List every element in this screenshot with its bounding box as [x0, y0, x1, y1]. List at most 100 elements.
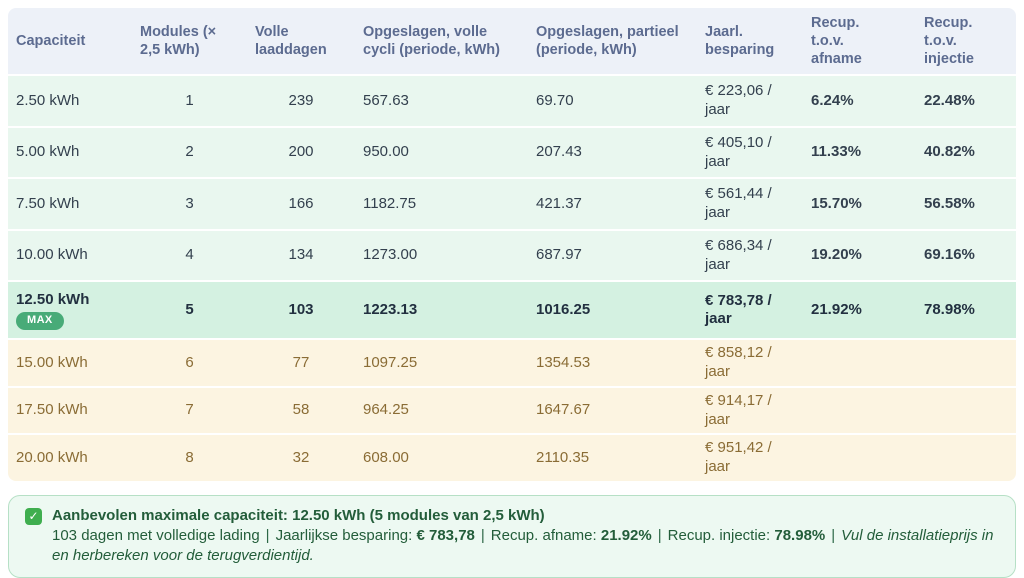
capacity-cell: 20.00 kWh	[8, 433, 132, 481]
recup-injectie-cell	[916, 338, 1016, 386]
yearly-saving-cell: € 951,42 / jaar	[697, 433, 803, 481]
table-row: 15.00 kWh 6 77 1097.25 1354.53 € 858,12 …	[8, 338, 1016, 386]
modules-cell: 7	[132, 385, 247, 434]
stored-full-cell: 1182.75	[355, 177, 528, 229]
recup-injectie-cell: 78.98%	[916, 280, 1016, 339]
recup-injectie-cell: 40.82%	[916, 125, 1016, 178]
recommendation-details: 103 dagen met volledige lading | Jaarlijks…	[52, 526, 999, 567]
table-row: 5.00 kWh 2 200 950.00 207.43 € 405,10 / …	[8, 125, 1016, 178]
recup-afname-cell	[803, 433, 916, 481]
separator: |	[831, 527, 836, 545]
separator: |	[657, 527, 662, 545]
modules-cell: 2	[132, 125, 247, 178]
full-charge-days-cell: 58	[247, 385, 355, 434]
recup-afname-cell: 21.92%	[803, 280, 916, 339]
capacity-cell: 17.50 kWh	[8, 385, 132, 434]
recup-afname-cell	[803, 338, 916, 386]
check-icon: ✓	[25, 507, 42, 525]
recup-afname-cell: 11.33%	[803, 125, 916, 178]
full-charge-days-cell: 103	[247, 280, 355, 339]
column-header-stored-partial: Opgeslagen, partieel (periode, kWh)	[528, 8, 697, 75]
recup-afname-cell: 15.70%	[803, 177, 916, 229]
stored-partial-cell: 207.43	[528, 125, 697, 178]
stored-partial-cell: 1354.53	[528, 338, 697, 386]
table-row: 20.00 kWh 8 32 608.00 2110.35 € 951,42 /…	[8, 433, 1016, 481]
stored-full-cell: 1273.00	[355, 228, 528, 281]
modules-cell: 5	[132, 280, 247, 339]
recup-injectie-cell: 69.16%	[916, 228, 1016, 281]
saving-label: Jaarlijkse besparing:	[275, 527, 413, 545]
modules-cell: 3	[132, 177, 247, 229]
separator: |	[265, 527, 270, 545]
header-row: Capaciteit Modules (× 2,5 kWh) Volle laa…	[8, 8, 1016, 75]
stored-partial-cell: 69.70	[528, 74, 697, 126]
stored-partial-cell: 421.37	[528, 177, 697, 229]
table-row-recommended-max: 12.50 kWh MAX 5 103 1223.13 1016.25 € 78…	[8, 280, 1016, 339]
capacity-cell: 2.50 kWh	[8, 74, 132, 126]
table-row: 7.50 kWh 3 166 1182.75 421.37 € 561,44 /…	[8, 177, 1016, 229]
table-row: 2.50 kWh 1 239 567.63 69.70 € 223,06 / j…	[8, 74, 1016, 126]
capacity-cell: 12.50 kWh MAX	[8, 280, 132, 339]
stored-full-cell: 1223.13	[355, 280, 528, 339]
yearly-saving-cell: € 405,10 / jaar	[697, 125, 803, 178]
yearly-saving-cell: € 561,44 / jaar	[697, 177, 803, 229]
column-header-stored-full: Opgeslagen, volle cycli (periode, kWh)	[355, 8, 528, 75]
recommendation-title: Aanbevolen maximale capaciteit: 12.50 kW…	[52, 506, 545, 524]
modules-cell: 1	[132, 74, 247, 126]
stored-full-cell: 1097.25	[355, 338, 528, 386]
recup-afname-cell	[803, 385, 916, 434]
modules-cell: 6	[132, 338, 247, 386]
table-row: 17.50 kWh 7 58 964.25 1647.67 € 914,17 /…	[8, 385, 1016, 434]
max-badge: MAX	[16, 312, 64, 331]
battery-capacity-table: Capaciteit Modules (× 2,5 kWh) Volle laa…	[8, 8, 1016, 481]
modules-cell: 8	[132, 433, 247, 481]
stored-full-cell: 567.63	[355, 74, 528, 126]
recup-injectie-cell	[916, 433, 1016, 481]
stored-partial-cell: 2110.35	[528, 433, 697, 481]
yearly-saving-cell: € 914,17 / jaar	[697, 385, 803, 434]
capacity-value: 12.50 kWh	[16, 290, 90, 308]
days-text: 103 dagen met volledige lading	[52, 527, 260, 545]
table-header: Capaciteit Modules (× 2,5 kWh) Volle laa…	[8, 8, 1016, 75]
recommendation-callout: ✓ Aanbevolen maximale capaciteit: 12.50 …	[8, 494, 1016, 578]
capacity-cell: 10.00 kWh	[8, 228, 132, 281]
full-charge-days-cell: 134	[247, 228, 355, 281]
yearly-saving-cell: € 858,12 / jaar	[697, 338, 803, 386]
payback-note: Vul de installatieprijs in en herbereken…	[52, 527, 994, 565]
yearly-saving-cell: € 783,78 / jaar	[697, 280, 803, 339]
capacity-cell: 15.00 kWh	[8, 338, 132, 386]
full-charge-days-cell: 200	[247, 125, 355, 178]
stored-full-cell: 608.00	[355, 433, 528, 481]
column-header-yearly-saving: Jaarl. besparing	[697, 8, 803, 75]
column-header-modules: Modules (× 2,5 kWh)	[132, 8, 247, 75]
recup-afname-label: Recup. afname:	[490, 527, 597, 545]
stored-partial-cell: 1647.67	[528, 385, 697, 434]
recup-afname-cell: 6.24%	[803, 74, 916, 126]
table-row: 10.00 kWh 4 134 1273.00 687.97 € 686,34 …	[8, 228, 1016, 281]
recup-injectie-cell: 22.48%	[916, 74, 1016, 126]
recup-injectie-value: 78.98%	[774, 527, 826, 545]
stored-full-cell: 964.25	[355, 385, 528, 434]
column-header-capacity: Capaciteit	[8, 8, 132, 75]
column-header-full-charge-days: Volle laaddagen	[247, 8, 355, 75]
capacity-cell: 7.50 kWh	[8, 177, 132, 229]
stored-full-cell: 950.00	[355, 125, 528, 178]
full-charge-days-cell: 32	[247, 433, 355, 481]
yearly-saving-cell: € 686,34 / jaar	[697, 228, 803, 281]
stored-partial-cell: 1016.25	[528, 280, 697, 339]
stored-partial-cell: 687.97	[528, 228, 697, 281]
column-header-recup-afname: Recup. t.o.v. afname	[803, 8, 916, 75]
yearly-saving-cell: € 223,06 / jaar	[697, 74, 803, 126]
recup-afname-value: 21.92%	[600, 527, 652, 545]
full-charge-days-cell: 239	[247, 74, 355, 126]
recup-injectie-cell	[916, 385, 1016, 434]
recup-afname-cell: 19.20%	[803, 228, 916, 281]
recup-injectie-cell: 56.58%	[916, 177, 1016, 229]
separator: |	[480, 527, 485, 545]
recommendation-text: Aanbevolen maximale capaciteit: 12.50 kW…	[52, 506, 999, 567]
full-charge-days-cell: 166	[247, 177, 355, 229]
capacity-cell: 5.00 kWh	[8, 125, 132, 178]
saving-value: € 783,78	[416, 527, 475, 545]
column-header-recup-injectie: Recup. t.o.v. injectie	[916, 8, 1016, 75]
modules-cell: 4	[132, 228, 247, 281]
